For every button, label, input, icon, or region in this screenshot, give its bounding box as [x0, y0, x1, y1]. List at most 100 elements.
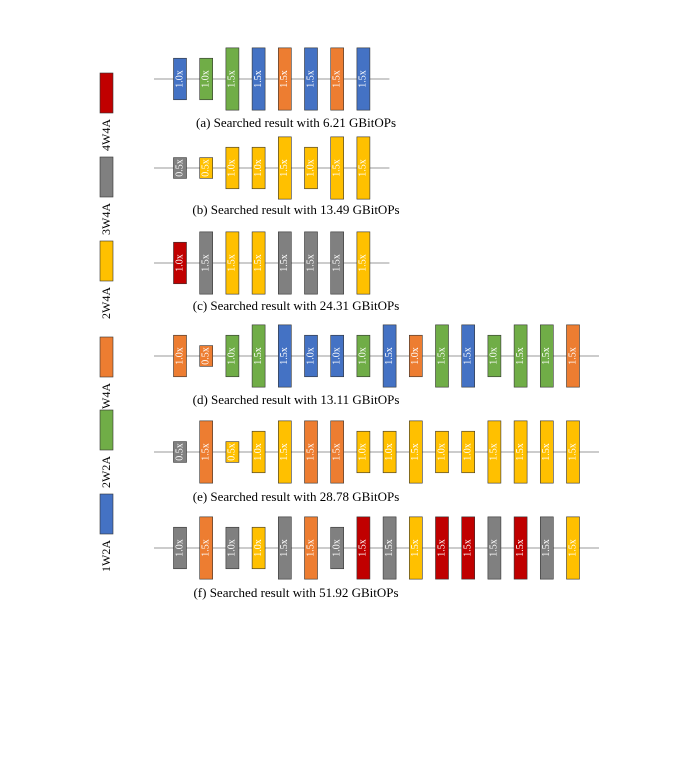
block-label: 1.0x	[384, 443, 395, 461]
block-label: 1.0x	[253, 443, 264, 461]
block-label: 1.5x	[462, 347, 473, 365]
legend-swatch	[99, 336, 114, 378]
block	[173, 241, 187, 285]
block-label: 1.5x	[227, 70, 238, 88]
block-label: 1.5x	[567, 539, 578, 557]
block	[277, 324, 292, 388]
legend-label: 4W4A	[99, 119, 113, 151]
block-label: 1.5x	[279, 539, 290, 557]
block-label: 1.5x	[436, 347, 447, 365]
block	[225, 231, 240, 295]
block-label: 1.0x	[227, 159, 238, 177]
block-label: 1.0x	[331, 347, 342, 365]
block-label: 1.5x	[358, 254, 369, 272]
block	[199, 157, 213, 179]
block	[225, 334, 240, 378]
block	[513, 420, 528, 484]
legend-label: 1W2A	[99, 540, 113, 572]
block	[461, 516, 476, 580]
block	[304, 231, 318, 295]
block	[199, 516, 213, 580]
block-label: 1.0x	[253, 539, 264, 557]
block-label: 1.5x	[305, 539, 316, 557]
block-label: 1.0x	[174, 70, 185, 88]
block	[251, 146, 266, 190]
block	[330, 526, 345, 570]
block	[487, 334, 502, 378]
block-label: 1.5x	[305, 443, 316, 461]
block	[251, 526, 266, 570]
block	[277, 136, 292, 200]
caption: (c) Searched result with 24.31 GBitOPs	[193, 298, 400, 313]
block	[277, 420, 292, 484]
block-label: 0.5x	[200, 347, 211, 365]
block-label: 1.5x	[541, 539, 552, 557]
block-label: 1.5x	[358, 539, 369, 557]
block	[304, 47, 318, 111]
block	[461, 430, 476, 474]
block	[225, 47, 240, 111]
block-label: 1.5x	[331, 254, 342, 272]
block	[356, 430, 371, 474]
block-label: 1.0x	[200, 70, 211, 88]
block	[382, 324, 397, 388]
block-label: 1.5x	[331, 70, 342, 88]
block-label: 1.5x	[567, 347, 578, 365]
block	[408, 516, 423, 580]
block	[173, 157, 187, 179]
block-label: 1.5x	[200, 443, 211, 461]
legend-label: 1W4A	[99, 383, 113, 415]
caption: (b) Searched result with 13.49 GBitOPs	[192, 202, 399, 217]
caption: (e) Searched result with 28.78 GBitOPs	[193, 489, 400, 504]
legend-label: 2W4A	[99, 287, 113, 319]
block-label: 1.0x	[305, 159, 316, 177]
block	[330, 420, 345, 484]
block-label: 1.5x	[489, 443, 500, 461]
block-label: 1.5x	[462, 539, 473, 557]
block	[435, 324, 449, 388]
block	[330, 47, 345, 111]
block-label: 1.5x	[253, 254, 264, 272]
legend-swatch	[99, 409, 114, 451]
block-label: 1.5x	[410, 539, 421, 557]
block-label: 1.5x	[279, 254, 290, 272]
block-label: 0.5x	[174, 159, 185, 177]
block-label: 1.0x	[489, 347, 500, 365]
block-label: 1.5x	[305, 254, 316, 272]
block	[487, 516, 502, 580]
block	[251, 430, 266, 474]
block-label: 1.5x	[384, 347, 395, 365]
block-label: 1.5x	[279, 347, 290, 365]
block	[539, 420, 554, 484]
block-label: 0.5x	[200, 159, 211, 177]
block	[277, 516, 292, 580]
block-label: 1.5x	[227, 254, 238, 272]
block-label: 1.0x	[462, 443, 473, 461]
block	[251, 231, 266, 295]
block	[513, 516, 528, 580]
block	[277, 47, 292, 111]
block-label: 1.5x	[253, 70, 264, 88]
block	[408, 420, 423, 484]
block-label: 1.0x	[358, 443, 369, 461]
legend-swatch	[99, 240, 114, 282]
block-label: 1.5x	[279, 70, 290, 88]
block	[539, 324, 554, 388]
block	[539, 516, 554, 580]
block	[304, 420, 318, 484]
block-label: 1.5x	[567, 443, 578, 461]
block	[330, 136, 345, 200]
block-label: 1.0x	[331, 539, 342, 557]
block-label: 1.0x	[305, 347, 316, 365]
block-label: 1.5x	[305, 70, 316, 88]
block-label: 1.5x	[358, 159, 369, 177]
block-label: 1.5x	[410, 443, 421, 461]
block-label: 0.5x	[174, 443, 185, 461]
block	[277, 231, 292, 295]
block-label: 1.0x	[436, 443, 447, 461]
block-label: 1.5x	[436, 539, 447, 557]
block	[304, 516, 318, 580]
block-label: 1.5x	[200, 539, 211, 557]
block	[173, 526, 187, 570]
